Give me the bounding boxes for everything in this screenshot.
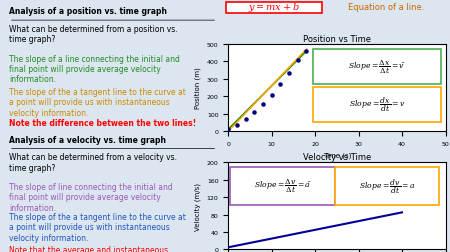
- FancyBboxPatch shape: [313, 87, 441, 122]
- X-axis label: Time (s): Time (s): [323, 152, 351, 158]
- Point: [268, 93, 275, 97]
- FancyBboxPatch shape: [335, 167, 439, 205]
- Text: The slope of a line connecting the initial and
final point will provide average : The slope of a line connecting the initi…: [9, 54, 180, 84]
- Text: Equation of a line.: Equation of a line.: [348, 4, 424, 12]
- FancyBboxPatch shape: [226, 3, 322, 14]
- Point: [303, 50, 310, 54]
- Text: $Slope = \dfrac{\Delta v}{\Delta t} = \bar{a}$: $Slope = \dfrac{\Delta v}{\Delta t} = \b…: [254, 177, 311, 195]
- Text: Note the difference between the two lines!: Note the difference between the two line…: [9, 119, 196, 128]
- Text: Analysis of a position vs. time graph: Analysis of a position vs. time graph: [9, 8, 167, 16]
- Point: [259, 103, 266, 107]
- Text: What can be determined from a position vs.
time graph?: What can be determined from a position v…: [9, 25, 177, 44]
- Text: The slope of line connecting the initial and
final point will provide average ve: The slope of line connecting the initial…: [9, 182, 173, 212]
- Point: [251, 111, 258, 115]
- Point: [294, 59, 302, 63]
- Text: The slope of the a tangent line to the curve at
a point will provide us with ins: The slope of the a tangent line to the c…: [9, 212, 186, 242]
- Y-axis label: Velocity (m/s): Velocity (m/s): [195, 182, 201, 230]
- Text: $Slope = \dfrac{\Delta x}{\Delta t} = \bar{v}$: $Slope = \dfrac{\Delta x}{\Delta t} = \b…: [348, 59, 406, 76]
- Point: [277, 83, 284, 87]
- Title: Velocity vs Time: Velocity vs Time: [303, 153, 371, 162]
- Point: [285, 71, 292, 75]
- Text: Analysis of a velocity vs. time graph: Analysis of a velocity vs. time graph: [9, 135, 166, 144]
- Point: [225, 128, 232, 132]
- Text: The slope of the a tangent line to the curve at
a point will provide us with ins: The slope of the a tangent line to the c…: [9, 88, 186, 117]
- FancyBboxPatch shape: [230, 167, 335, 205]
- Point: [234, 123, 241, 128]
- Text: What can be determined from a velocity vs.
time graph?: What can be determined from a velocity v…: [9, 153, 177, 172]
- Y-axis label: Position (m): Position (m): [195, 67, 201, 109]
- Text: $Slope = \dfrac{dv}{dt} = a$: $Slope = \dfrac{dv}{dt} = a$: [359, 177, 415, 195]
- Title: Position vs Time: Position vs Time: [303, 35, 371, 44]
- Text: $Slope = \dfrac{dx}{dt} = v$: $Slope = \dfrac{dx}{dt} = v$: [349, 96, 405, 114]
- FancyBboxPatch shape: [313, 50, 441, 85]
- Point: [242, 118, 249, 122]
- Text: Note that the average and instantaneous
velocities are the same.  This is only b: Note that the average and instantaneous …: [9, 245, 183, 252]
- Text: $y = mx + b$: $y = mx + b$: [248, 2, 300, 14]
